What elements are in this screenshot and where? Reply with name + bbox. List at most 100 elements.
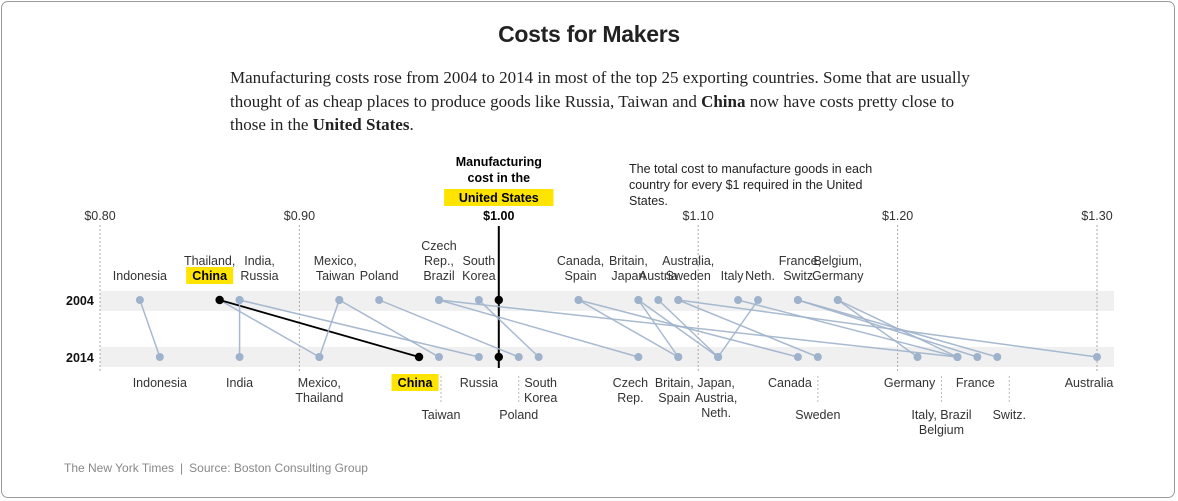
point-2004-spain bbox=[574, 296, 583, 304]
row-label-2014: 2014 bbox=[66, 351, 94, 365]
subtitle-bold-united-states: United States bbox=[312, 115, 410, 134]
reference-label-united-states-highlight-bg bbox=[444, 189, 554, 206]
label-2014-britain-spain-line-2: Spain bbox=[658, 391, 690, 405]
subtitle-text-1: Manufacturing costs rose from 2004 to 20… bbox=[230, 68, 970, 111]
point-2014-switzerland bbox=[993, 353, 1002, 361]
tick-label-1-30: $1.30 bbox=[1081, 209, 1112, 223]
row-band-2014 bbox=[100, 347, 1114, 367]
point-2014-australia bbox=[1093, 353, 1101, 361]
slope-line-austria bbox=[657, 299, 719, 358]
subtitle-text-2: now have costs pretty close to those in … bbox=[230, 91, 955, 135]
subtitle-text-3: . bbox=[409, 115, 414, 134]
tick-label-0-90: $0.90 bbox=[284, 209, 315, 223]
point-2014-czech-rep bbox=[634, 353, 643, 361]
slope-line-south-korea bbox=[478, 299, 540, 358]
row-label-2004: 2004 bbox=[66, 294, 94, 308]
slope-line-thailand bbox=[219, 299, 320, 358]
label-2004-south-korea-line-1: South bbox=[463, 254, 496, 268]
label-2004-france-switz-line-1: France, bbox=[779, 254, 821, 268]
tick-label-1-20: $1.20 bbox=[882, 209, 913, 223]
label-2014-canada-line-1: Canada bbox=[768, 376, 812, 390]
label-2004-britain-japan-line-1: Britain, bbox=[609, 254, 648, 268]
point-2004-japan bbox=[634, 296, 643, 304]
point-2014-russia bbox=[474, 353, 483, 361]
label-2004-czech-rep-brazil-line-1: Czech bbox=[421, 239, 456, 253]
point-2004-taiwan bbox=[335, 296, 344, 304]
label-2014-taiwan-line-1: Taiwan bbox=[422, 408, 461, 422]
point-2004-austria bbox=[654, 296, 663, 304]
slope-line-japan bbox=[637, 299, 719, 358]
label-2004-south-korea-line-2: Korea bbox=[462, 269, 495, 283]
footer: The New York Times | Source: Boston Consul… bbox=[64, 461, 368, 475]
label-2004-poland-line-1: Poland bbox=[360, 269, 399, 283]
row-band-2004 bbox=[100, 291, 1114, 311]
point-2014-netherlands bbox=[714, 353, 723, 361]
label-2004-czech-rep-brazil-line-3: Brazil bbox=[423, 269, 454, 283]
footer-publisher: The New York Times bbox=[64, 461, 175, 475]
label-2014-south-korea-line-1: South bbox=[524, 376, 557, 390]
label-2014-switz-line-1: Switz. bbox=[993, 408, 1026, 422]
label-2014-india-line-1: India bbox=[226, 376, 253, 390]
point-2014-china bbox=[414, 352, 424, 362]
point-2004-germany bbox=[833, 296, 842, 304]
point-2014-mexico bbox=[315, 353, 324, 361]
label-2004-indonesia-line-1: Indonesia bbox=[113, 269, 167, 283]
point-2004-sweden bbox=[674, 296, 683, 304]
label-2014-britain-spain-line-1: Britain, bbox=[655, 376, 694, 390]
label-2004-france-switz-line-2: Switz. bbox=[783, 269, 816, 283]
reference-label-line-1: Manufacturing bbox=[456, 155, 542, 169]
point-2004-russia bbox=[235, 296, 244, 304]
label-2004-canada-spain-line-1: Canada, bbox=[557, 254, 604, 268]
reference-label-line-2: cost in the bbox=[468, 171, 531, 185]
label-2014-poland-line-1: Poland bbox=[499, 408, 538, 422]
slope-line-italy bbox=[737, 299, 958, 358]
point-2014-britain bbox=[674, 353, 683, 361]
slope-line-sweden bbox=[677, 299, 819, 358]
point-2014-poland bbox=[514, 353, 523, 361]
slope-line-spain bbox=[578, 299, 679, 358]
chart-note-line-3: States. bbox=[629, 194, 668, 208]
label-2014-japan-austria-neth-line-2: Austria, bbox=[695, 391, 737, 405]
tick-label-0-80: $0.80 bbox=[84, 209, 115, 223]
point-2004-south-korea bbox=[474, 296, 483, 304]
point-2004-brazil bbox=[434, 296, 443, 304]
label-2004-britain-japan-line-2: Japan bbox=[611, 269, 645, 283]
point-2014-india bbox=[235, 353, 244, 361]
label-2004-thailand-china-line-2: China bbox=[192, 269, 228, 283]
label-2014-czech-rep-line-2: Rep. bbox=[617, 391, 643, 405]
label-2014-japan-austria-neth-line-3: Neth. bbox=[701, 406, 731, 420]
point-2014-sweden bbox=[813, 353, 822, 361]
slope-chart: 2004 2014 $0.80 $0.90 $1.00 $1.10 $1.20 $1.30 Ma… bbox=[66, 155, 1114, 437]
point-2014-france bbox=[973, 353, 982, 361]
label-2014-germany-line-1: Germany bbox=[884, 376, 936, 390]
point-2004-poland bbox=[375, 296, 384, 304]
label-2014-italy-brazil-belgium-line-2: Belgium bbox=[919, 423, 964, 437]
label-2004-belgium-germany-line-1: Belgium, bbox=[813, 254, 862, 268]
tick-label-1-00: $1.00 bbox=[483, 209, 514, 223]
label-2014-russia-line-1: Russia bbox=[460, 376, 498, 390]
point-2014-south-korea bbox=[534, 353, 543, 361]
label-2004-italy-line-1: Italy bbox=[721, 269, 745, 283]
label-2004-czech-rep-brazil-line-2: Rep., bbox=[424, 254, 454, 268]
point-2014-belgium bbox=[953, 353, 962, 361]
slope-line-mexico bbox=[318, 299, 340, 358]
label-2014-mexico-thailand-line-2: Thailand bbox=[295, 391, 343, 405]
slope-line-germany bbox=[837, 299, 918, 358]
tick-label-1-10: $1.10 bbox=[683, 209, 714, 223]
point-2004-china bbox=[215, 295, 224, 305]
label-2004-canada-spain-line-2: Spain bbox=[565, 269, 597, 283]
chart-title: Costs for Makers bbox=[498, 21, 680, 47]
point-2014-united-states bbox=[494, 352, 503, 362]
label-2004-austria-line-1: Austria bbox=[639, 269, 678, 283]
point-2014-germany bbox=[913, 353, 922, 361]
slope-line-netherlands bbox=[717, 299, 759, 358]
chart-note-line-2: country for every $1 required in the Uni… bbox=[629, 178, 863, 192]
label-2004-india-russia-line-1: India, bbox=[244, 254, 275, 268]
point-2004-indonesia bbox=[135, 296, 144, 304]
slope-line-brazil bbox=[438, 299, 958, 358]
label-2004-mexico-taiwan-line-2: Taiwan bbox=[316, 269, 355, 283]
point-2014-canada bbox=[793, 353, 802, 361]
slope-line-china bbox=[219, 299, 420, 358]
label-2004-australia-sweden-line-2: Sweden bbox=[666, 269, 711, 283]
